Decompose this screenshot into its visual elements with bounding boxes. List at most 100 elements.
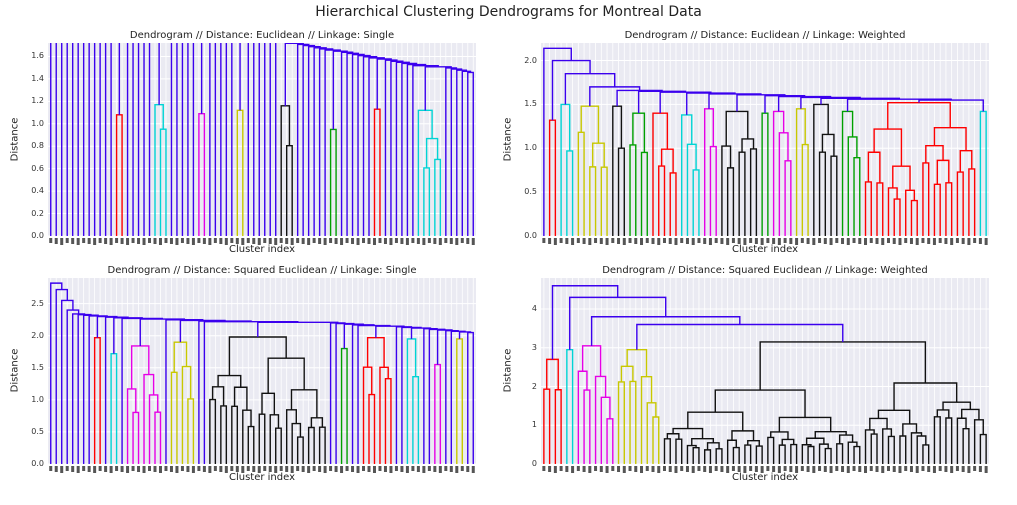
x-tick-mark bbox=[841, 238, 845, 244]
x-tick-mark bbox=[553, 238, 557, 245]
x-tick-mark bbox=[142, 238, 146, 245]
x-tick-mark bbox=[268, 238, 272, 244]
x-tick-mark bbox=[268, 466, 272, 472]
dendrogram-link bbox=[594, 375, 607, 464]
dendrogram-link bbox=[551, 59, 591, 121]
dendrogram-link bbox=[640, 151, 648, 236]
x-tick-mark bbox=[720, 238, 724, 244]
dendrogram-link bbox=[110, 352, 118, 464]
x-tick-mark bbox=[640, 466, 644, 473]
x-tick-mark bbox=[389, 238, 393, 245]
x-tick-mark bbox=[71, 466, 75, 472]
x-tick-mark bbox=[582, 238, 586, 244]
dendrogram-link bbox=[412, 65, 439, 236]
x-tick-mark bbox=[400, 238, 404, 244]
x-tick-mark bbox=[881, 238, 885, 245]
x-tick-mark bbox=[389, 466, 393, 473]
x-tick-mark bbox=[915, 466, 919, 473]
x-tick-mark bbox=[71, 238, 75, 244]
dendrogram-link bbox=[744, 444, 752, 464]
x-tick-mark bbox=[290, 238, 294, 245]
dendrogram-link bbox=[660, 148, 674, 173]
x-tick-mark bbox=[98, 238, 102, 243]
y-axis-label: Distance bbox=[9, 348, 21, 393]
x-tick-mark bbox=[191, 466, 195, 473]
dendrogram-svg bbox=[541, 278, 989, 464]
x-tick-mark bbox=[307, 238, 311, 245]
dendrogram-link bbox=[118, 43, 121, 115]
dendrogram-link bbox=[203, 320, 299, 464]
dendrogram-link bbox=[269, 414, 280, 464]
y-tick-label: 2 bbox=[531, 381, 537, 391]
x-tick-mark bbox=[87, 238, 91, 244]
dendrogram-link bbox=[721, 145, 732, 236]
y-axis-label: Distance bbox=[502, 348, 514, 393]
chart-title: Dendrogram // Distance: Squared Euclidea… bbox=[107, 265, 417, 276]
x-tick-mark bbox=[153, 466, 157, 472]
dendrogram-link bbox=[267, 357, 305, 394]
dendrogram-link bbox=[366, 336, 385, 368]
x-tick-mark bbox=[241, 238, 245, 245]
x-tick-mark bbox=[611, 466, 615, 471]
x-tick-mark bbox=[82, 238, 86, 243]
x-tick-mark bbox=[252, 466, 256, 472]
x-tick-mark bbox=[400, 466, 404, 472]
dendrogram-link bbox=[200, 43, 203, 114]
x-tick-mark bbox=[829, 238, 833, 245]
dendrogram-link bbox=[332, 50, 348, 130]
x-tick-mark bbox=[219, 238, 223, 244]
x-tick-mark bbox=[131, 466, 135, 471]
x-tick-mark bbox=[812, 466, 816, 473]
dendrogram-link bbox=[318, 48, 334, 236]
dendrogram-link bbox=[922, 444, 930, 464]
x-tick-mark bbox=[148, 466, 152, 471]
x-tick-mark bbox=[416, 466, 420, 472]
dendrogram-link bbox=[686, 143, 697, 236]
dendrogram-link bbox=[736, 94, 786, 112]
y-tick-label: 1.0 bbox=[524, 143, 537, 153]
x-tick-mark bbox=[691, 238, 695, 245]
x-tick-mark bbox=[115, 466, 119, 471]
dendrogram-link bbox=[715, 448, 723, 464]
dendrogram-link bbox=[824, 447, 832, 464]
x-tick-mark bbox=[973, 466, 977, 471]
x-tick-mark bbox=[290, 466, 294, 473]
dendrogram-link bbox=[764, 94, 806, 114]
x-tick-mark bbox=[460, 238, 464, 243]
y-tick-label: 1.6 bbox=[31, 51, 44, 61]
x-tick-mark bbox=[909, 466, 913, 472]
x-tick-mark bbox=[340, 238, 344, 245]
x-tick-mark bbox=[795, 238, 799, 245]
x-tick-mark bbox=[542, 466, 546, 471]
y-tick-label: 0.0 bbox=[31, 459, 44, 468]
dendrogram-link bbox=[658, 165, 666, 236]
dendrogram-link bbox=[560, 103, 571, 236]
dendrogram-link bbox=[253, 43, 255, 236]
x-tick-mark bbox=[651, 466, 655, 472]
dendrogram-link bbox=[275, 427, 282, 464]
x-tick-mark bbox=[955, 466, 959, 471]
dendrogram-link bbox=[669, 172, 677, 236]
x-tick-mark bbox=[455, 238, 459, 245]
dendrogram-link bbox=[910, 199, 918, 236]
dendrogram-link bbox=[616, 89, 663, 107]
x-tick-mark bbox=[858, 466, 862, 472]
x-tick-mark bbox=[296, 238, 300, 243]
x-tick-mark bbox=[864, 466, 868, 473]
dendrogram-link bbox=[220, 405, 228, 464]
dendrogram-link bbox=[675, 438, 683, 464]
dendrogram-link bbox=[821, 133, 835, 157]
dendrogram-link bbox=[50, 43, 52, 236]
x-tick-mark bbox=[886, 238, 890, 243]
x-tick-mark bbox=[296, 466, 300, 471]
dendrogram-link bbox=[709, 145, 717, 236]
x-tick-mark bbox=[628, 466, 632, 471]
x-tick-mark bbox=[383, 238, 387, 244]
dendrogram-link bbox=[126, 43, 129, 236]
x-tick-mark bbox=[726, 466, 730, 473]
x-tick-mark bbox=[645, 238, 649, 243]
x-tick-mark bbox=[394, 466, 398, 471]
x-tick-mark bbox=[875, 466, 879, 472]
x-tick-mark bbox=[818, 238, 822, 243]
x-tick-mark bbox=[938, 466, 942, 471]
